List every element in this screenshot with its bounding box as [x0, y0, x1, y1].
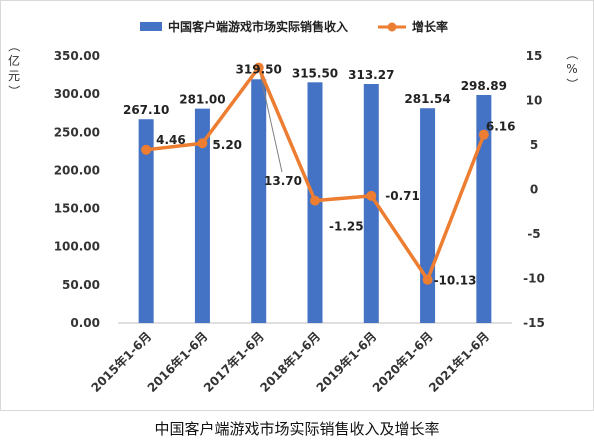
- line-value-label: -0.71: [385, 189, 420, 203]
- y-right-tick-label: -15: [523, 316, 545, 330]
- bar-value-label: 281.54: [404, 92, 450, 106]
- y-right-axis-label-char: （: [565, 48, 579, 60]
- line-point: [197, 138, 208, 149]
- bar-value-label: 267.10: [123, 103, 169, 117]
- y-left-axis-label-char: ）: [7, 85, 21, 97]
- y-right-tick-label: -10: [523, 272, 545, 286]
- line-point: [310, 195, 320, 206]
- line-value-label: -1.25: [329, 220, 364, 234]
- y-right-tick-label: -5: [527, 227, 540, 241]
- legend-swatch-bar: [140, 22, 162, 31]
- y-left-tick-label: 100.00: [54, 240, 100, 254]
- y-left-tick-label: 250.00: [54, 125, 100, 139]
- legend-label-line: 增长率: [412, 19, 448, 34]
- line-value-label: 5.20: [212, 138, 242, 152]
- y-left-tick-label: 50.00: [62, 278, 100, 292]
- y-right-tick-label: 5: [530, 138, 538, 152]
- bar-value-label: 313.27: [348, 68, 394, 82]
- y-right-tick-label: 10: [526, 94, 543, 108]
- line-point: [141, 144, 152, 155]
- y-right-axis-label-char: %: [566, 62, 577, 76]
- legend-swatch-marker: [387, 22, 397, 32]
- y-left-axis-label-char: 亿: [8, 53, 20, 68]
- bar: [420, 108, 436, 324]
- bar-value-label: 281.00: [179, 93, 225, 107]
- chart-svg: 0.00 50.00 100.00 150.00 200.00 250.00 300.00 3…: [0, 0, 594, 411]
- line-value-label: 4.46: [156, 133, 186, 147]
- y-left-axis-label-char: 元: [8, 69, 20, 83]
- bar-value-label: 298.89: [461, 79, 507, 93]
- chart-border: [0, 0, 594, 411]
- bar: [251, 79, 267, 323]
- y-left-tick-label: 300.00: [54, 87, 100, 101]
- y-left-tick-label: 150.00: [54, 202, 100, 216]
- bar-value-label: 319.50: [236, 62, 282, 76]
- bar: [476, 94, 492, 324]
- y-right-tick-label: 15: [526, 49, 543, 63]
- bar: [138, 119, 154, 323]
- y-left-axis-label-char: （: [7, 40, 21, 52]
- line-point: [422, 274, 433, 285]
- data-label-leader-line: [259, 71, 283, 173]
- bar: [194, 108, 210, 323]
- line-point: [253, 62, 264, 73]
- bar-value-label: 315.50: [292, 66, 338, 80]
- y-right-tick-label: 0: [530, 183, 538, 197]
- line-point: [366, 190, 377, 201]
- y-left-tick-label: 0.00: [70, 316, 100, 330]
- y-left-tick-label: 200.00: [54, 163, 100, 177]
- chart: 0.00 50.00 100.00 150.00 200.00 250.00 300.00 3…: [0, 0, 594, 411]
- line-value-label: 6.16: [486, 120, 516, 134]
- y-right-axis-label-char: ）: [565, 78, 579, 90]
- chart-caption: 中国客户端游戏市场实际销售收入及增长率: [154, 420, 440, 438]
- line-point: [478, 129, 489, 140]
- line-value-label: -10.13: [434, 274, 477, 288]
- y-left-tick-label: 350.00: [54, 49, 100, 63]
- bar: [363, 84, 379, 323]
- line-value-label: 13.70: [264, 174, 302, 188]
- legend-label-bar: 中国客户端游戏市场实际销售收入: [168, 19, 348, 34]
